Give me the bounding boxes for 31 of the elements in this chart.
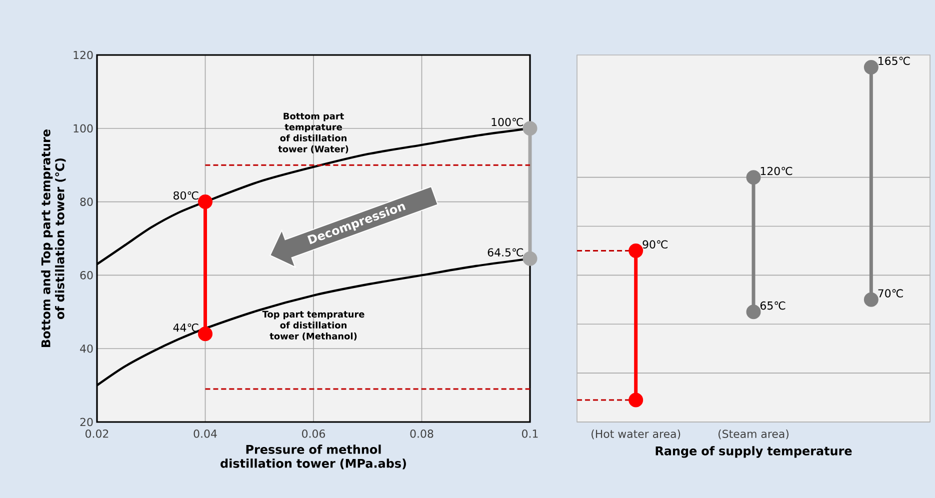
y-tick-label: 40 [80, 344, 93, 353]
x-axis-title: Range of supply temperature [656, 446, 852, 458]
data-label: 64.5℃ [488, 248, 524, 256]
x-tick-label: (Steam area) [718, 430, 788, 440]
data-label: 44℃ [173, 323, 198, 332]
point [198, 194, 212, 210]
data-label: 80℃ [174, 191, 198, 200]
data-label: 65℃ [760, 301, 786, 310]
x-tick-label: (Hot water area) [592, 430, 680, 440]
data-label: 120℃ [760, 166, 792, 176]
data-label: 70℃ [878, 289, 903, 298]
x-tick-label: 0.1 [522, 430, 538, 438]
series-label: Bottom part temprature of distillation tower (Water) [278, 112, 348, 154]
y-tick-label: 100 [74, 124, 93, 133]
y-tick-label: 20 [80, 418, 93, 426]
x-tick-label: 0.02 [86, 430, 108, 438]
data-label: 100℃ [492, 118, 524, 126]
point [522, 251, 538, 266]
series-label: Top part temprature of distillation tower (Methanol) [262, 310, 364, 341]
x-tick-label: 0.08 [410, 430, 434, 438]
x-tick-label: 0.04 [194, 430, 217, 438]
y-axis-title: Bottom and Top part temprature of distillation tower (℃) [41, 130, 66, 347]
point [198, 326, 212, 342]
y-tick-label: 120 [74, 50, 93, 60]
y-tick-label: 80 [80, 198, 93, 206]
data-label: 90℃ [642, 240, 668, 249]
data-label: 165℃ [878, 56, 910, 66]
point [522, 121, 538, 136]
x-axis-title: Pressure of methnol distillation tower (MPa.abs) [220, 444, 406, 470]
x-tick-label: 0.06 [302, 430, 326, 438]
y-tick-label: 60 [80, 271, 93, 280]
